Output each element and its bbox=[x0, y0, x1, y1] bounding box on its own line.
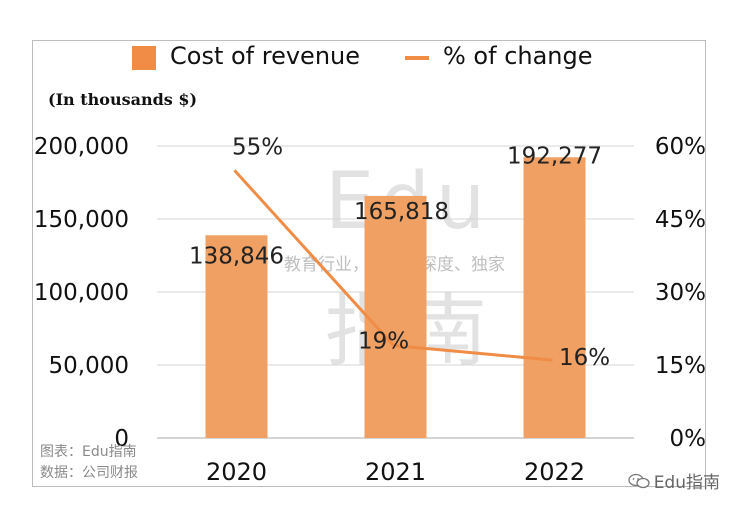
y-right-tick-label: 0% bbox=[670, 426, 707, 452]
y-right-tick-label: 30% bbox=[655, 280, 706, 306]
brand-text: Edu指南 bbox=[653, 473, 720, 493]
source-data-from: 数据：公司财报 bbox=[40, 465, 138, 481]
bar-data-label: 192,277 bbox=[507, 143, 602, 169]
brand-badge: Edu指南 bbox=[628, 468, 720, 493]
legend-line-swatch bbox=[405, 56, 429, 60]
right-axis-ticks: 0% 15% 30% 45% 60% bbox=[655, 134, 706, 452]
y-left-tick-label: 0 bbox=[114, 426, 129, 452]
line-data-label: 19% bbox=[358, 329, 409, 355]
line-series bbox=[233, 169, 553, 362]
y-left-tick-label: 100,000 bbox=[34, 280, 129, 306]
x-tick-label: 2021 bbox=[365, 458, 426, 486]
bar-series bbox=[205, 157, 586, 438]
bar-data-label: 165,818 bbox=[354, 199, 449, 225]
bar-2022 bbox=[523, 157, 586, 438]
line-data-label: 55% bbox=[232, 134, 283, 160]
line-data-label: 16% bbox=[559, 345, 610, 371]
chat-bubble-icon bbox=[628, 473, 650, 489]
y-right-tick-label: 60% bbox=[655, 134, 706, 160]
bar-data-label: 138,846 bbox=[189, 243, 284, 269]
legend-line-label: % of change bbox=[443, 42, 593, 70]
y-right-tick-label: 15% bbox=[655, 353, 706, 379]
y-left-tick-label: 150,000 bbox=[34, 207, 129, 233]
x-tick-label: 2020 bbox=[206, 458, 267, 486]
y-left-tick-label: 200,000 bbox=[34, 134, 129, 160]
data-labels: 138,846 165,818 192,277 55% 19% 16% bbox=[189, 134, 610, 371]
y-left-tick-label: 50,000 bbox=[49, 353, 129, 379]
left-axis-ticks: 0 50,000 100,000 150,000 200,000 bbox=[34, 134, 129, 452]
units-label: (In thousands $) bbox=[48, 90, 198, 109]
bar-2021 bbox=[364, 195, 427, 438]
x-axis-ticks: 2020 2021 2022 bbox=[206, 458, 585, 486]
legend-bar-swatch bbox=[132, 46, 156, 70]
chart-frame bbox=[32, 40, 706, 487]
legend-bar-label: Cost of revenue bbox=[170, 42, 361, 70]
x-tick-label: 2022 bbox=[524, 458, 585, 486]
source-chart-by: 图表：Edu指南 bbox=[40, 444, 137, 460]
y-right-tick-label: 45% bbox=[655, 207, 706, 233]
bar-2020 bbox=[205, 235, 268, 438]
